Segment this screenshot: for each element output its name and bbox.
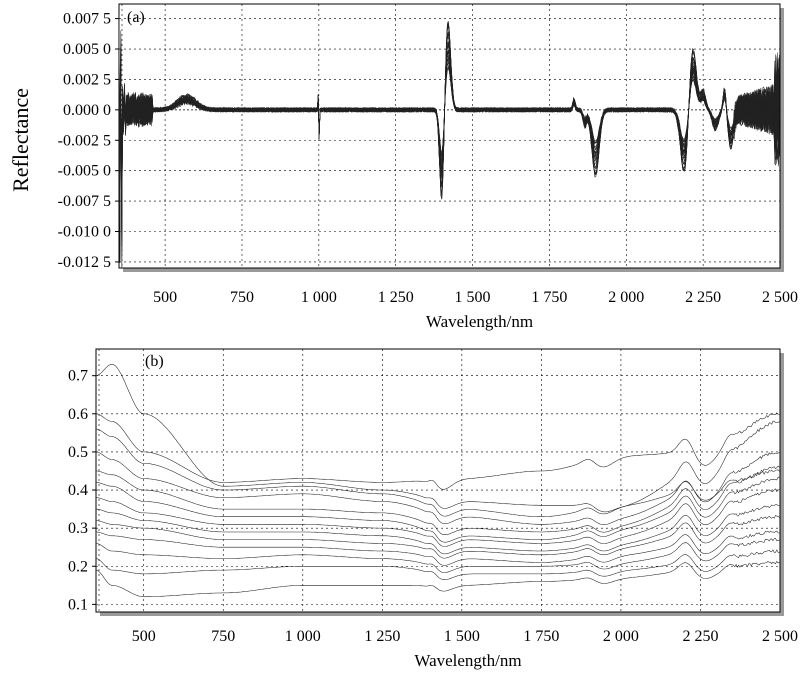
x-tick-label: 1 750 <box>523 628 559 645</box>
x-tick-label: 2 000 <box>603 628 639 645</box>
y-tick-label: -0.007 5 <box>58 193 111 210</box>
x-tick-label: 2 250 <box>685 289 721 306</box>
x-tick-label: 1 750 <box>531 289 567 306</box>
y-axis-title: Reflectance <box>8 88 33 192</box>
y-tick-label: 0.1 <box>68 596 88 613</box>
y-tick-label: 0.000 0 <box>63 102 111 119</box>
x-tick-label: 1 000 <box>301 289 337 306</box>
series-group <box>119 12 780 268</box>
series-group <box>96 364 780 598</box>
y-tick-label: 0.005 0 <box>63 41 111 58</box>
spectrum-line-b <box>96 560 780 598</box>
x-tick-label: 1 250 <box>378 289 414 306</box>
spectrum-line-b <box>96 476 780 543</box>
x-tick-label: 2 000 <box>608 289 644 306</box>
y-tick-label: 0.3 <box>68 520 88 537</box>
x-tick-label: 1 500 <box>455 289 491 306</box>
y-tick-label: 0.5 <box>68 444 88 461</box>
x-axis-title: Wavelength/nm <box>426 312 533 331</box>
panel-label: (a) <box>127 9 145 26</box>
x-tick-label: 750 <box>230 289 254 306</box>
x-tick-label: 1 000 <box>285 628 321 645</box>
y-tick-label: 0.6 <box>68 406 88 423</box>
y-tick-label: -0.012 5 <box>58 254 111 271</box>
spectrum-line-b <box>96 420 780 517</box>
x-tick-label: 1 250 <box>364 628 400 645</box>
y-tick-label: 0.7 <box>68 368 88 385</box>
x-axis-title: Wavelength/nm <box>414 651 521 670</box>
panel-b: 500 750 1 000 1 250 1 500 1 750 2 000 2 250 2 50… <box>68 348 798 670</box>
spectrum-line-a <box>119 22 780 245</box>
spectrum-line-b <box>96 451 780 525</box>
spectrum-line-b <box>96 504 780 555</box>
y-tick-label: 0.007 5 <box>63 11 111 28</box>
spectrum-line-b <box>96 412 780 490</box>
plot-area <box>95 348 781 613</box>
panel-label: (b) <box>145 353 164 370</box>
x-tick-label: 1 500 <box>444 628 480 645</box>
y-tick-label: -0.005 0 <box>58 163 111 180</box>
spectrum-line-b <box>96 488 780 547</box>
y-tick-label: -0.010 0 <box>58 224 111 241</box>
x-tick-label: 500 <box>132 628 156 645</box>
x-tick-label: 2 250 <box>682 628 718 645</box>
x-tick-label: 2 500 <box>762 289 798 306</box>
x-tick-label: 500 <box>153 289 177 306</box>
spectrum-line-b <box>96 530 780 566</box>
spectrum-line-b <box>96 549 780 580</box>
y-tick-label: -0.002 5 <box>58 132 111 149</box>
panel-a: 500 750 1 000 1 250 1 500 1 750 2 000 2 250 2 50… <box>8 3 798 331</box>
spectrum-line-b <box>96 465 780 535</box>
x-tick-label: 750 <box>211 628 235 645</box>
x-tick-label: 2 500 <box>762 628 798 645</box>
spectrum-line-b <box>96 364 780 513</box>
spectrum-line-b <box>96 537 780 573</box>
y-tick-label: 0.002 5 <box>63 71 111 88</box>
y-tick-label: 0.4 <box>68 482 88 499</box>
y-tick-label: 0.2 <box>68 558 88 575</box>
spectrum-line-b <box>96 514 780 559</box>
